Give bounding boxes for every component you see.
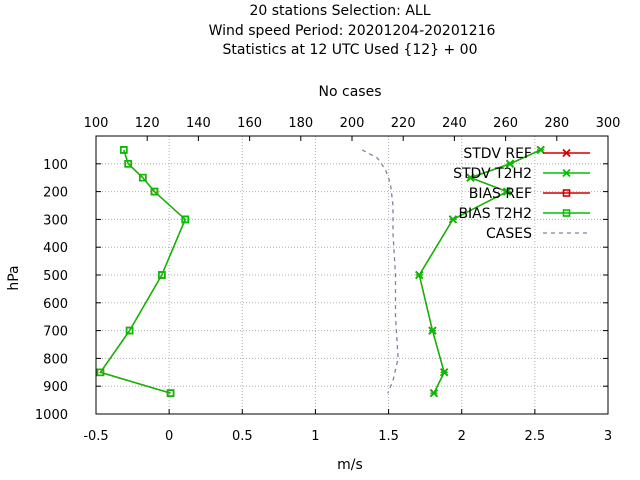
- legend-label: STDV REF: [463, 146, 532, 162]
- data-point-x-marker: [562, 148, 571, 158]
- y-tick-label: 200: [43, 186, 68, 201]
- legend: STDV REF STDV T2H2 BIAS REF BIAS T2H2 CASES: [453, 146, 590, 242]
- legend-label: CASES: [486, 226, 532, 242]
- x-tick-label: 3: [604, 429, 612, 444]
- tick-labels: -0.5 0 0.5 1 1.5 2 2.5 3 100 120 140 160 180 200 220 24…: [35, 116, 621, 444]
- y-tick-label: 900: [43, 380, 68, 395]
- data-point-square-marker: [96, 368, 105, 377]
- x2-tick-label: 180: [288, 116, 313, 131]
- x2-tick-label: 220: [391, 116, 416, 131]
- series-line: [99, 149, 187, 394]
- x-tick-label: 2.5: [525, 429, 546, 444]
- x2-tick-label: 260: [493, 116, 518, 131]
- legend-label: BIAS REF: [469, 186, 532, 202]
- x2-tick-label: 200: [340, 116, 365, 131]
- legend-label: BIAS T2H2: [458, 206, 532, 222]
- series-layer: [96, 145, 545, 398]
- series-cases: [361, 149, 399, 394]
- y-tick-label: 600: [43, 297, 68, 312]
- x-tick-label: 1: [311, 429, 319, 444]
- legend-entry: BIAS REF: [469, 186, 590, 202]
- data-point-x-marker: [466, 173, 475, 182]
- x2-axis-label: No cases: [319, 84, 382, 100]
- y-tick-label: 700: [43, 325, 68, 340]
- series-line: [361, 149, 399, 394]
- x-tick-label: 2: [458, 429, 466, 444]
- legend-entry: BIAS T2H2: [458, 206, 590, 222]
- gridlines: [96, 136, 608, 414]
- x-tick-label: 1.5: [378, 429, 399, 444]
- data-point-x-marker: [428, 326, 437, 335]
- y-tick-label: 800: [43, 352, 68, 367]
- legend-entry: CASES: [486, 226, 590, 242]
- y-tick-label: 100: [43, 158, 68, 173]
- x2-tick-label: 300: [596, 116, 621, 131]
- series-stdv-t2h2: [415, 145, 545, 398]
- x2-tick-label: 280: [544, 116, 569, 131]
- data-point-x-marker: [429, 389, 439, 398]
- title-line-3: Statistics at 12 UTC Used {12} + 00: [222, 42, 477, 58]
- x-axis-label: m/s: [337, 457, 363, 473]
- title-line-2: Wind speed Period: 20201204-20201216: [209, 23, 496, 39]
- data-point-square-marker: [166, 389, 175, 397]
- legend-entry: STDV REF: [463, 146, 590, 162]
- data-point-x-marker: [562, 168, 571, 178]
- data-point-x-marker: [440, 368, 449, 377]
- series-line: [99, 149, 187, 394]
- x2-tick-label: 120: [135, 116, 160, 131]
- data-point-square-marker: [562, 209, 571, 217]
- data-point-x-marker: [505, 159, 515, 168]
- data-point-square-marker: [562, 189, 571, 197]
- series-stdv-ref: [415, 145, 545, 398]
- y-axis-label: hPa: [6, 265, 22, 290]
- x-tick-label: 0.5: [232, 429, 253, 444]
- x-tick-label: -0.5: [83, 429, 108, 444]
- data-point-x-marker: [536, 145, 545, 155]
- title-line-1: 20 stations Selection: ALL: [249, 3, 430, 19]
- legend-label: STDV T2H2: [453, 166, 532, 182]
- y-tick-label: 500: [43, 269, 68, 284]
- x2-tick-label: 160: [237, 116, 262, 131]
- data-point-square-marker: [150, 187, 159, 196]
- x2-tick-label: 100: [84, 116, 109, 131]
- data-point-x-marker: [502, 187, 512, 196]
- data-point-square-marker: [139, 173, 147, 182]
- data-point-square-marker: [181, 215, 190, 224]
- data-point-square-marker: [124, 160, 132, 168]
- y-tick-label: 1000: [35, 408, 68, 423]
- data-point-x-marker: [448, 215, 458, 224]
- data-point-square-marker: [119, 146, 128, 154]
- data-point-square-marker: [125, 326, 134, 335]
- data-point-square-marker: [158, 271, 166, 279]
- y-tick-label: 300: [43, 213, 68, 228]
- x2-tick-label: 140: [186, 116, 211, 131]
- data-point-x-marker: [415, 270, 424, 280]
- series-bias-t2h2: [96, 146, 190, 397]
- chart-title: 20 stations Selection: ALL Wind speed Pe…: [209, 3, 496, 58]
- x2-tick-label: 240: [442, 116, 467, 131]
- y-tick-label: 400: [43, 241, 68, 256]
- legend-entry: STDV T2H2: [453, 166, 590, 182]
- x-tick-label: 0: [165, 429, 173, 444]
